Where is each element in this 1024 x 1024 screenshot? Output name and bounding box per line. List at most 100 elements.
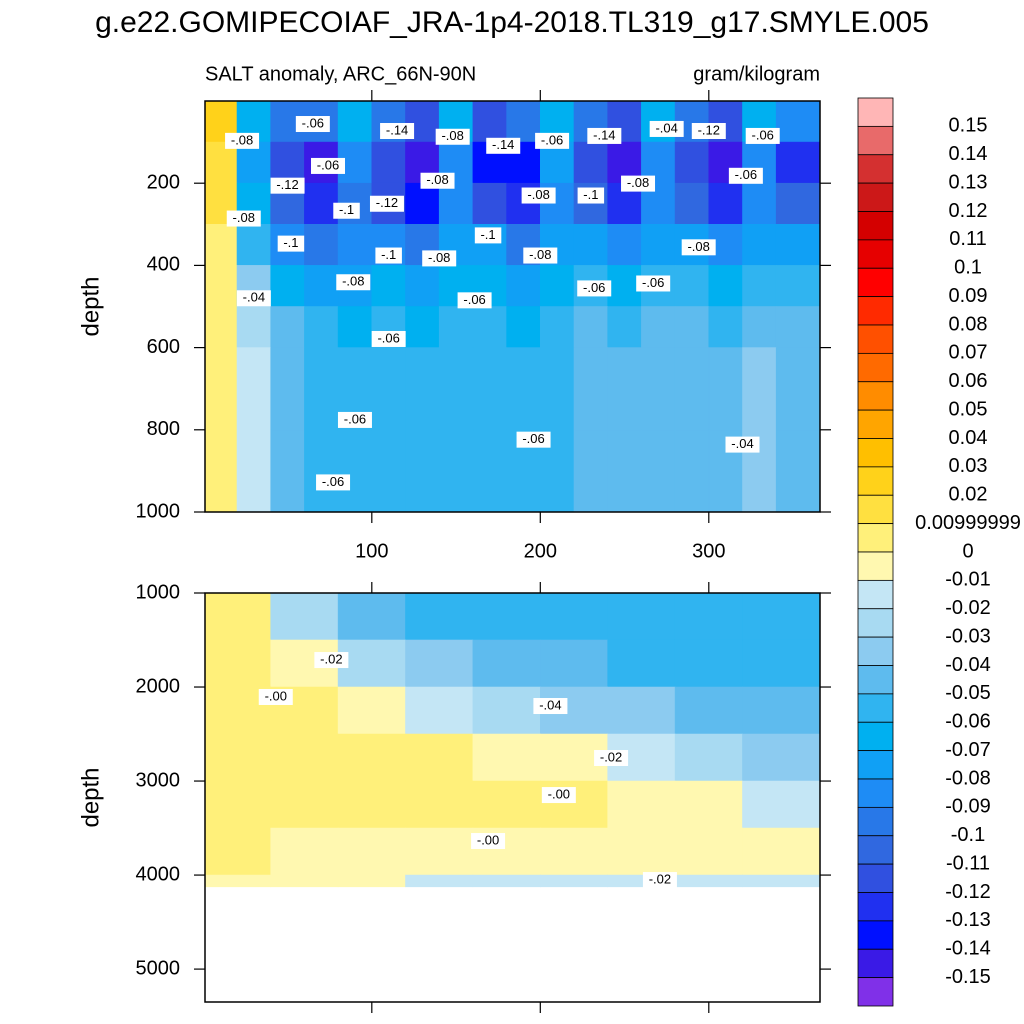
contour-label: -.08 xyxy=(231,132,253,147)
contour-label: -.08 xyxy=(342,274,364,289)
field-cell xyxy=(742,827,821,876)
contour-label: -.06 xyxy=(377,330,399,345)
field-cell xyxy=(204,592,272,641)
colorbar-label: 0.06 xyxy=(949,370,988,392)
contour-label-box xyxy=(577,187,605,204)
field-cell xyxy=(337,827,406,876)
field-cell xyxy=(337,780,406,829)
contour-label-box xyxy=(311,157,345,174)
colorbar-label: 0.11 xyxy=(949,228,986,250)
colorbar-box xyxy=(857,835,894,865)
y-tick-label: 600 xyxy=(147,336,180,358)
contour-label-box xyxy=(474,227,502,244)
colorbar-box xyxy=(857,948,894,979)
field-cell xyxy=(304,306,339,348)
contour-label-box xyxy=(594,750,629,767)
contour-label-box xyxy=(277,235,305,252)
field-cell xyxy=(742,733,821,782)
field-cell xyxy=(674,827,743,876)
contour-label-box xyxy=(435,128,470,145)
field-cell xyxy=(371,141,406,184)
contour-label-box xyxy=(226,210,261,227)
field-cell xyxy=(270,265,305,307)
field-cell xyxy=(270,780,339,829)
field-cell xyxy=(742,639,821,688)
colorbar-box xyxy=(857,381,894,411)
contour-label-box xyxy=(521,187,556,204)
field-cell xyxy=(472,100,507,143)
field-cell xyxy=(204,306,238,348)
colorbar-label: 0.07 xyxy=(949,342,988,364)
colorbar-box xyxy=(857,693,894,723)
field-cell xyxy=(607,347,642,431)
field-cell xyxy=(405,733,474,782)
field-cell xyxy=(674,592,743,641)
contour-label: -.06 xyxy=(642,275,664,290)
contour-label: -.04 xyxy=(655,120,677,135)
field-cell xyxy=(775,265,821,307)
contour-label-box xyxy=(745,127,780,144)
colorbar-label: 0.12 xyxy=(949,200,988,222)
field-cell xyxy=(405,686,474,735)
contour-label: -.1 xyxy=(480,227,495,242)
contour-label-box xyxy=(295,116,330,133)
contour-label: -.00 xyxy=(548,786,570,801)
plot-frame xyxy=(204,592,821,1003)
field-cell xyxy=(405,182,440,225)
field-cell xyxy=(573,141,608,184)
contour-label-box xyxy=(621,175,656,192)
colorbar-box xyxy=(857,466,894,496)
colorbar-label: -0.13 xyxy=(945,909,991,931)
colorbar-box xyxy=(857,494,894,525)
field-cell xyxy=(405,874,474,888)
contour-label-box xyxy=(642,872,677,889)
field-cell xyxy=(708,182,743,225)
field-cell xyxy=(674,780,743,829)
field-cell xyxy=(472,592,541,641)
field-cell xyxy=(775,100,821,143)
colorbar-label: -0.12 xyxy=(945,881,991,903)
contour-label: -.06 xyxy=(522,431,544,446)
y-tick-label: 4000 xyxy=(136,863,181,885)
contour-label: -.04 xyxy=(243,290,265,305)
field-cell xyxy=(674,265,710,307)
contour-label: -.04 xyxy=(539,697,561,712)
contour-label: -.06 xyxy=(541,132,563,147)
field-cell xyxy=(775,141,821,184)
field-cell xyxy=(674,429,710,513)
y-tick-label: 400 xyxy=(147,254,180,276)
colorbar-label: -0.05 xyxy=(945,682,991,704)
field-cell xyxy=(674,141,710,184)
colorbar-label: 0.1 xyxy=(954,257,982,279)
field-cell xyxy=(607,429,642,513)
colorbar-label: 0.05 xyxy=(949,398,988,420)
field-cell xyxy=(708,306,743,348)
colorbar-label: 0.02 xyxy=(949,484,988,506)
contour-label-box xyxy=(314,652,349,669)
field-cell xyxy=(304,224,339,266)
colorbar-box xyxy=(857,608,894,638)
contour-label-box xyxy=(486,137,521,154)
field-cell xyxy=(204,347,238,431)
colorbar-box xyxy=(857,977,894,1007)
field-cell xyxy=(674,639,743,688)
field-cell xyxy=(641,429,676,513)
contour-label-box xyxy=(636,275,671,292)
field-cell xyxy=(337,100,373,143)
field-cell xyxy=(204,733,272,782)
colorbar-box xyxy=(857,438,894,468)
field-cell xyxy=(607,780,676,829)
contour-label: -.06 xyxy=(317,157,339,172)
contour-label-box xyxy=(516,431,551,448)
field-cell xyxy=(405,306,440,348)
field-cell xyxy=(607,827,676,876)
colorbar-box xyxy=(857,665,894,695)
field-cell xyxy=(472,874,541,888)
field-cell xyxy=(472,182,507,225)
contour-label: -.1 xyxy=(381,247,396,262)
field-cell xyxy=(337,733,406,782)
field-cell xyxy=(674,182,710,225)
field-cell xyxy=(641,306,676,348)
colorbar-box xyxy=(857,892,894,922)
field-cell xyxy=(607,639,676,688)
